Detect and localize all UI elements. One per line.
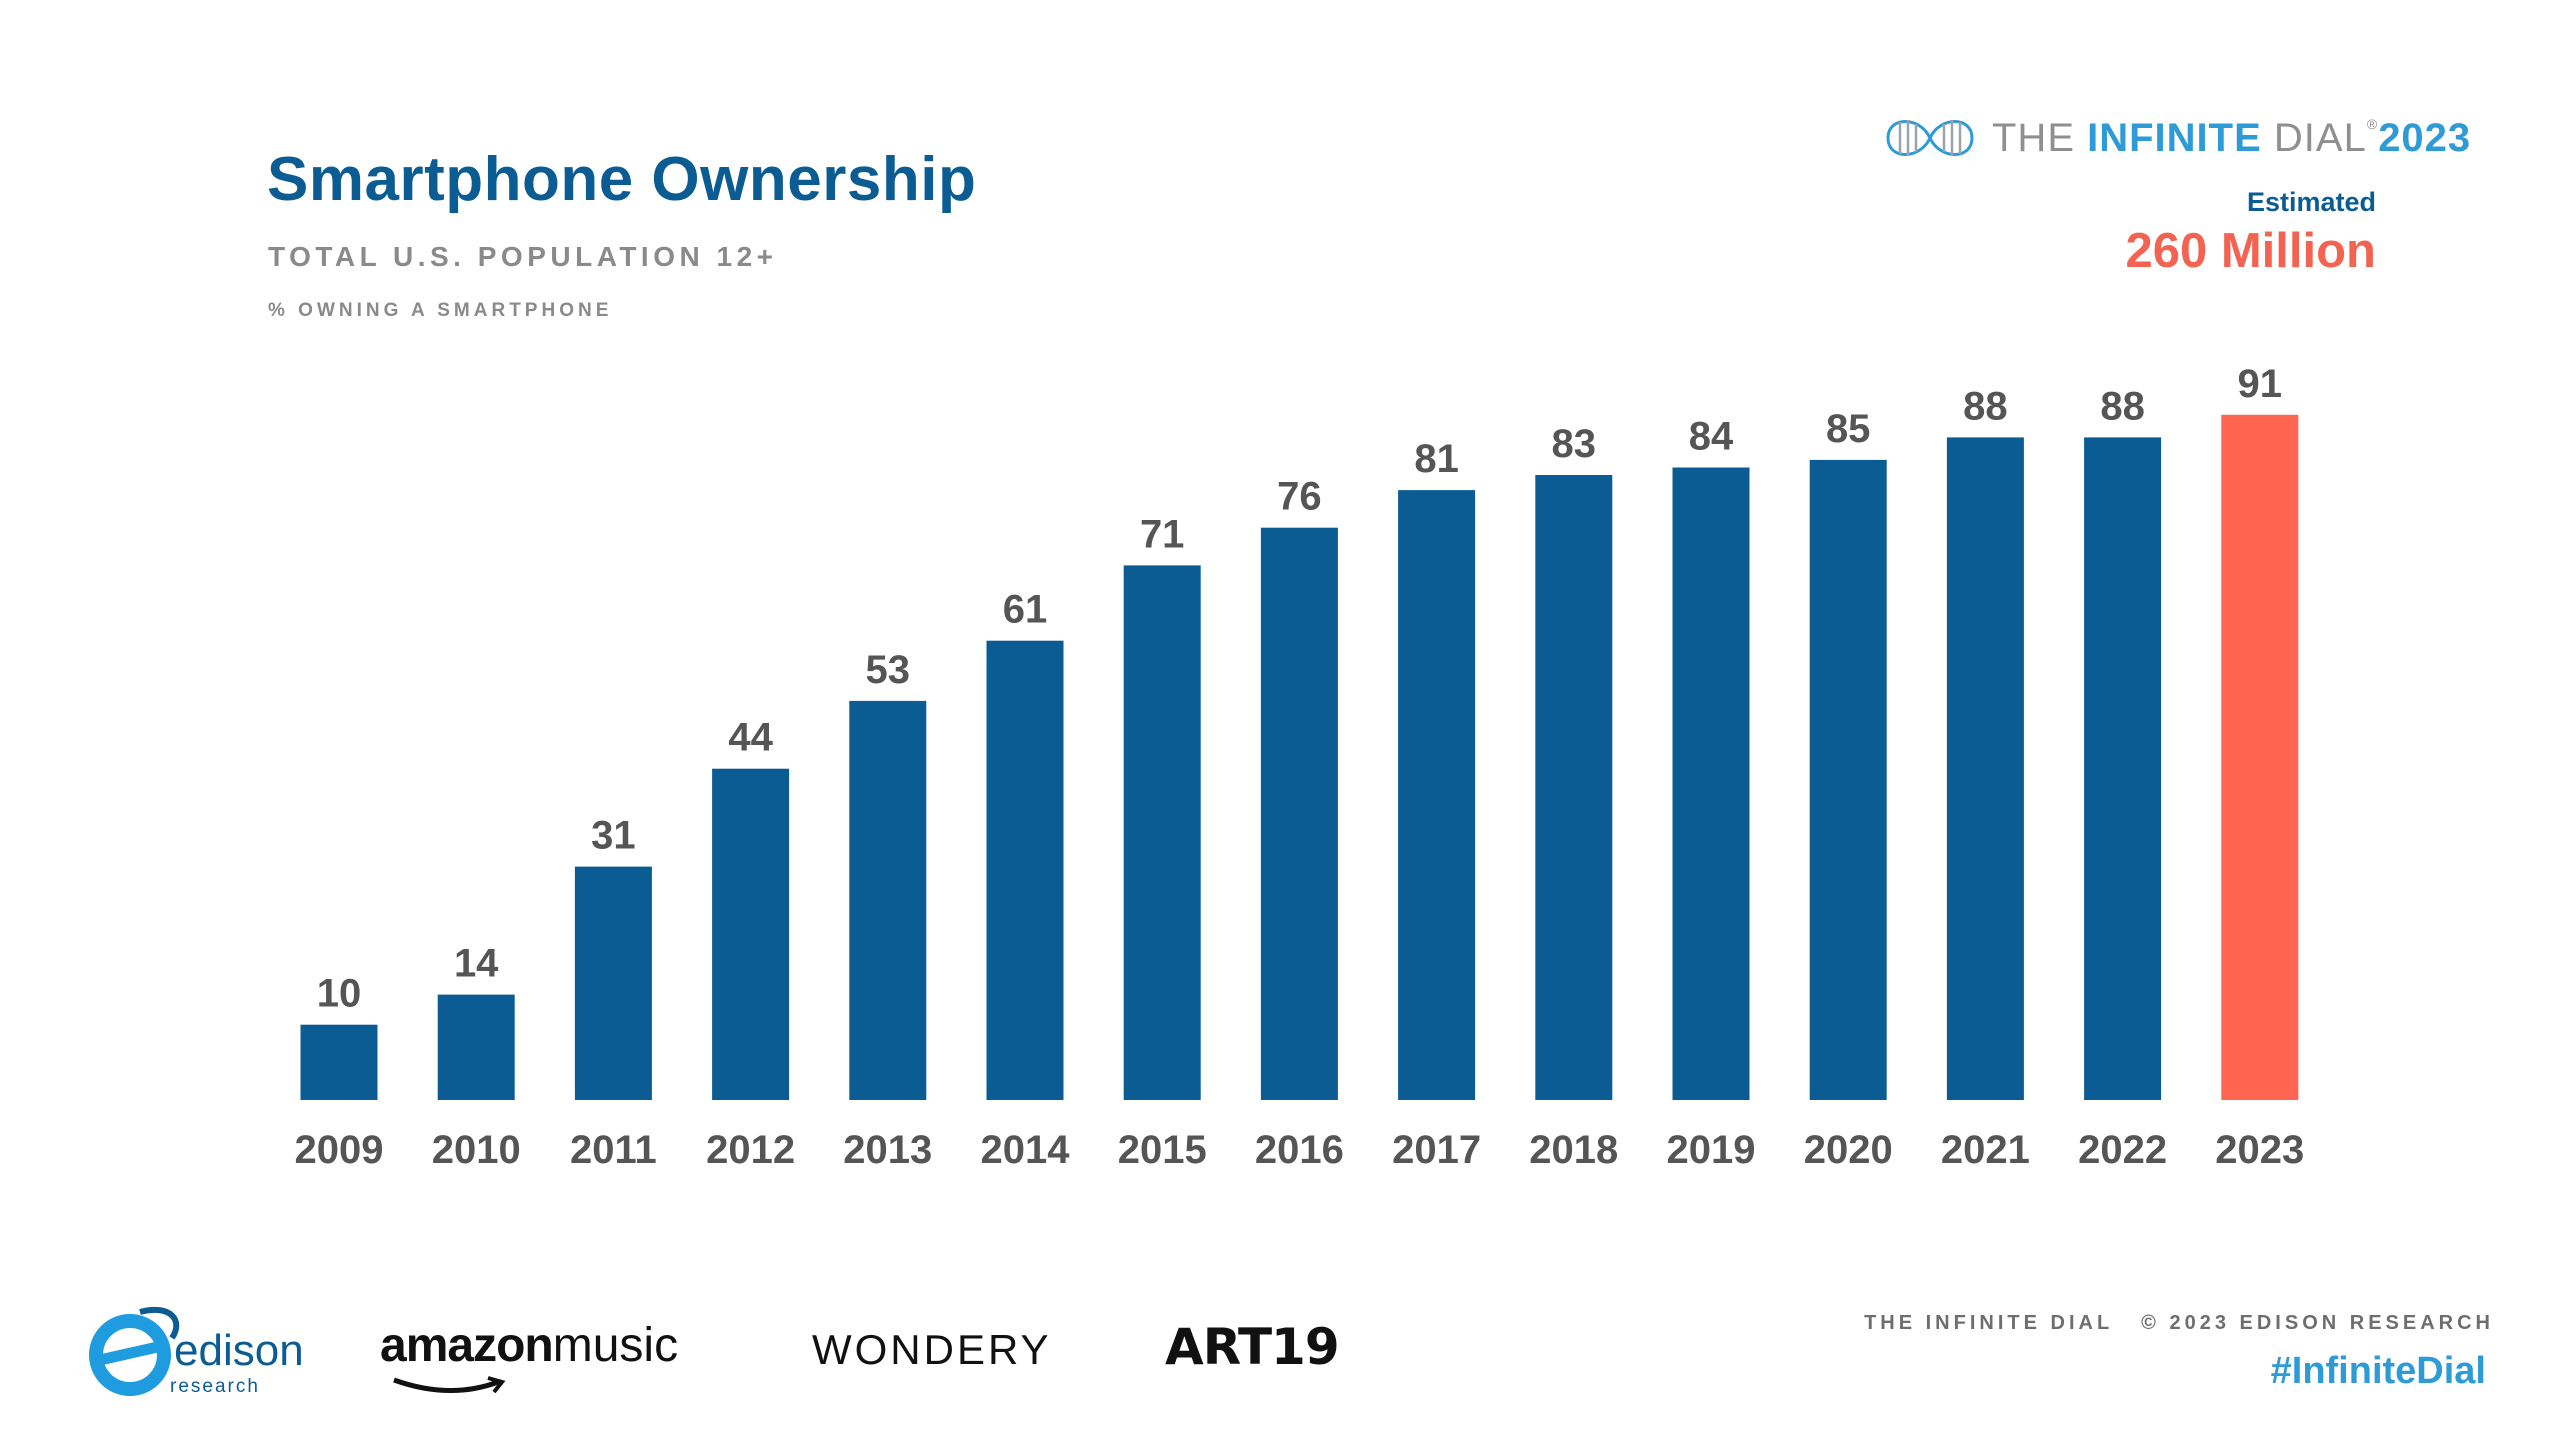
bar-2016	[1260, 527, 1338, 1100]
infinity-icon	[1886, 120, 1974, 156]
data-label-2018: 83	[1552, 422, 1597, 466]
x-tick-2017: 2017	[1392, 1128, 1481, 1172]
x-tick-2021: 2021	[1941, 1128, 2030, 1172]
chart-title: Smartphone Ownership	[267, 145, 977, 214]
data-label-2019: 84	[1689, 415, 1734, 459]
bar-2020	[1809, 459, 1887, 1100]
bar-2013	[849, 700, 927, 1100]
bar-2022	[2084, 437, 2162, 1100]
x-tick-2019: 2019	[1667, 1128, 1756, 1172]
data-label-2013: 53	[866, 648, 911, 692]
bar-2009	[300, 1024, 378, 1100]
data-label-2009: 10	[317, 972, 362, 1016]
bar-2018	[1535, 475, 1613, 1100]
wondery-logo: WONDERY	[812, 1326, 1052, 1373]
x-tick-2012: 2012	[706, 1128, 795, 1172]
brand-dial: DIAL	[2273, 115, 2367, 160]
edison-wordmark: edison	[174, 1326, 304, 1375]
art19-logo: ART19	[1165, 1318, 1340, 1376]
edison-subtext: research	[170, 1376, 260, 1397]
x-tick-2022: 2022	[2078, 1128, 2167, 1172]
data-label-2022: 88	[2100, 384, 2145, 428]
credit-left: THE INFINITE DIAL	[1864, 1312, 2114, 1334]
x-tick-2014: 2014	[981, 1128, 1071, 1172]
music-word: music	[552, 1319, 679, 1372]
data-label-2020: 85	[1826, 407, 1871, 451]
bar-2021	[1946, 437, 2024, 1100]
x-tick-2015: 2015	[1118, 1128, 1207, 1172]
bar-2023	[2221, 414, 2299, 1100]
bar-2014	[986, 640, 1064, 1100]
brand-registered: ®	[2366, 115, 2379, 132]
brand-year: 2023	[2378, 115, 2472, 160]
bar-2011	[574, 866, 652, 1100]
edison-swirl-icon	[89, 1306, 180, 1396]
chart-subtitle: TOTAL U.S. POPULATION 12+	[268, 241, 778, 272]
brand-the: THE	[1992, 115, 2075, 160]
bar-2012	[712, 768, 790, 1100]
data-label-2015: 71	[1140, 512, 1185, 556]
bar-2010	[437, 994, 515, 1100]
data-label-2014: 61	[1003, 588, 1048, 632]
brand-infinite: INFINITE	[2087, 115, 2262, 160]
x-tick-2013: 2013	[843, 1128, 932, 1172]
data-label-2012: 44	[728, 716, 773, 760]
x-tick-2018: 2018	[1529, 1128, 1618, 1172]
credit-right: © 2023 EDISON RESEARCH	[2141, 1312, 2494, 1334]
amazon-smile-icon	[393, 1376, 506, 1394]
x-tick-2023: 2023	[2215, 1128, 2304, 1172]
x-tick-2009: 2009	[295, 1128, 384, 1172]
data-label-2011: 31	[591, 814, 636, 858]
bar-2017	[1398, 490, 1476, 1101]
data-label-2010: 14	[454, 942, 499, 986]
bar-2019	[1672, 467, 1750, 1100]
estimate-value: 260 Million	[2125, 224, 2376, 278]
hashtag: #InfiniteDial	[2270, 1350, 2486, 1392]
amazon-word: amazon	[380, 1319, 554, 1372]
infinite-dial-logo: THE INFINITE DIAL®2023	[1880, 108, 2480, 168]
bar-2015	[1123, 565, 1201, 1100]
y-axis-label: % OWNING A SMARTPHONE	[268, 300, 613, 321]
x-tick-2020: 2020	[1804, 1128, 1893, 1172]
data-label-2016: 76	[1277, 475, 1322, 519]
x-tick-2016: 2016	[1255, 1128, 1344, 1172]
footer-credit: THE INFINITE DIAL © 2023 EDISON RESEARCH	[1864, 1312, 2494, 1335]
x-tick-2011: 2011	[570, 1128, 657, 1172]
data-label-2017: 81	[1414, 437, 1459, 481]
data-label-2023: 91	[2238, 362, 2283, 406]
brand-wordmark: THE INFINITE DIAL®2023	[1992, 116, 2471, 161]
estimate-label: Estimated	[2246, 187, 2376, 217]
amazon-music-logo: amazonmusic	[380, 1318, 678, 1373]
sponsor-logos: edison research amazonmusic WONDERY ART1…	[80, 1290, 1380, 1420]
x-tick-2010: 2010	[432, 1128, 521, 1172]
data-label-2021: 88	[1963, 384, 2008, 428]
edison-research-logo: edison research	[80, 1290, 310, 1420]
